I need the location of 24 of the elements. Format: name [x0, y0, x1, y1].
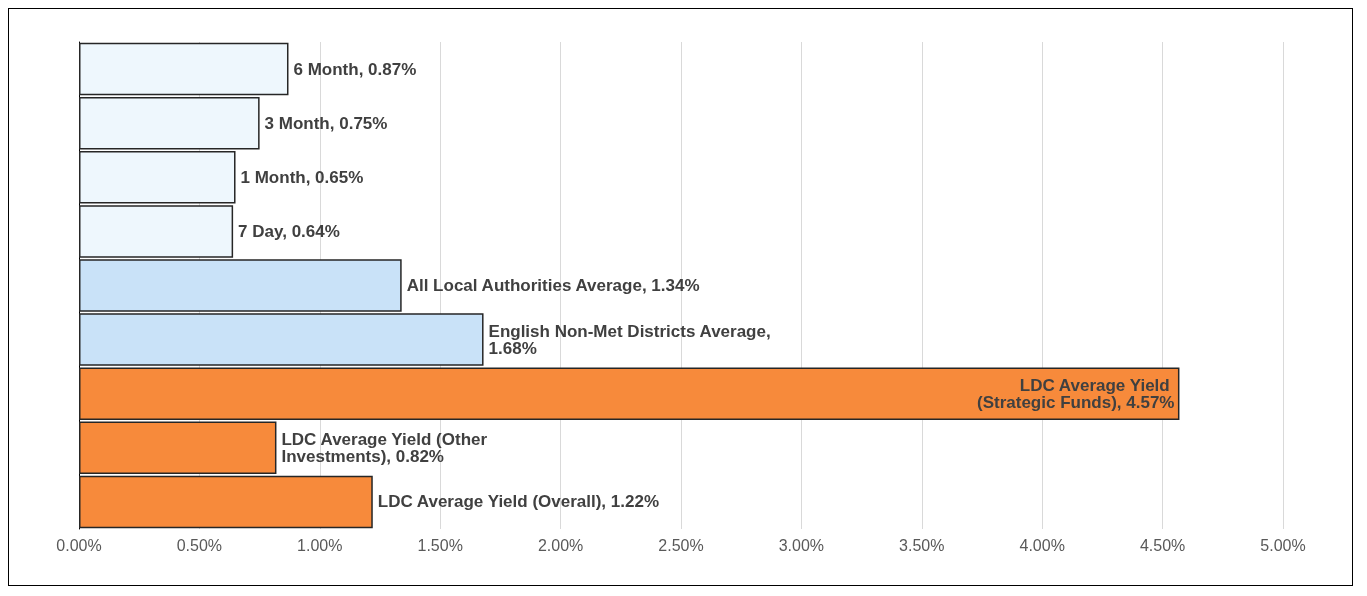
bar	[79, 421, 277, 475]
x-tick-label: 5.00%	[1260, 536, 1306, 554]
x-tick-label: 4.50%	[1139, 536, 1186, 554]
x-tick-label: 0.00%	[56, 536, 102, 554]
data-label: LDC Average Yield (Overall), 1.22%	[377, 492, 660, 512]
data-label: All Local Authorities Average, 1.34%	[406, 276, 700, 295]
x-tick-label: 1.00%	[297, 536, 343, 554]
data-label: English Non-Met Districts Average, 1.68%	[488, 321, 776, 358]
data-label: 6 Month, 0.87%	[293, 59, 417, 79]
bar	[79, 96, 260, 150]
data-label: 1 Month, 0.65%	[240, 167, 364, 187]
x-tick-label: 0.50%	[176, 536, 223, 554]
x-tick-label: 3.50%	[899, 536, 945, 554]
x-tick-label: 3.00%	[778, 536, 825, 554]
data-label: LDC Average Yield (Strategic Funds), 4.57%	[977, 375, 1175, 412]
bar	[79, 42, 289, 96]
bar	[79, 475, 373, 529]
data-label: 7 Day, 0.64%	[238, 221, 340, 241]
x-tick-label: 1.50%	[417, 536, 463, 554]
x-tick-label: 2.00%	[537, 536, 584, 554]
data-label: LDC Average Yield (Other Investments), 0.82%	[281, 429, 492, 466]
data-label: 3 Month, 0.75%	[264, 113, 388, 133]
x-tick-label: 4.00%	[1019, 536, 1065, 554]
x-tick-label: 2.50%	[658, 536, 704, 554]
